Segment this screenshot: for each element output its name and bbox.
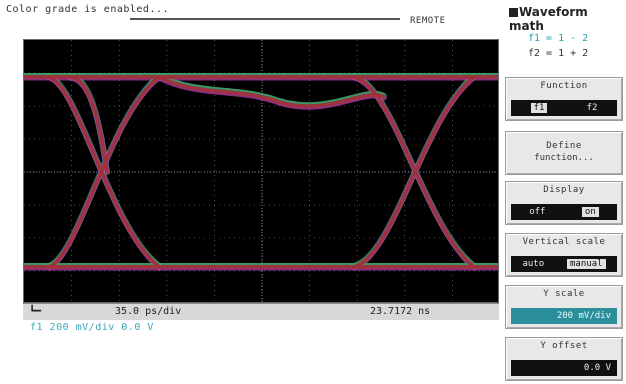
display-option-on[interactable]: on	[581, 207, 599, 217]
vertical-scale-option-manual[interactable]: manual	[567, 259, 606, 269]
eye-trace	[47, 75, 161, 269]
channel-readout: f1 200 mV/div 0.0 V	[30, 322, 154, 333]
y-offset-label: Y offset	[540, 341, 588, 351]
vertical-scale-options: auto manual	[511, 256, 617, 272]
display-options: off on	[511, 204, 617, 220]
define-label-line1: Define	[546, 141, 582, 151]
f1-definition: f1 = 1 - 2	[528, 33, 589, 44]
eye-trace	[47, 75, 161, 269]
display-option-off[interactable]: off	[529, 207, 546, 217]
y-scale-softkey[interactable]: Y scale 200 mV/div	[505, 285, 623, 329]
eye-trace	[352, 75, 476, 269]
y-offset-value[interactable]: 0.0 V	[511, 360, 617, 376]
status-divider	[130, 18, 400, 20]
status-message: Color grade is enabled...	[6, 4, 170, 15]
y-scale-value[interactable]: 200 mV/div	[511, 308, 617, 324]
vertical-scale-softkey[interactable]: Vertical scale auto manual	[505, 233, 623, 277]
display-softkey[interactable]: Display off on	[505, 181, 623, 225]
remote-indicator: REMOTE	[410, 16, 446, 26]
y-scale-label: Y scale	[543, 289, 585, 299]
eye-trace	[352, 75, 476, 269]
eye-diagram	[24, 40, 498, 302]
f2-definition: f2 = 1 + 2	[528, 48, 589, 59]
square-icon	[509, 8, 518, 17]
display-label: Display	[543, 185, 585, 195]
panel-title: Waveform math	[509, 5, 588, 33]
readout-bar: ┗━ 35.0 ps/div 23.7172 ns	[23, 303, 499, 320]
define-label-line2: function...	[534, 153, 594, 163]
time-position-readout: 23.7172 ns	[370, 306, 431, 317]
function-option-f2[interactable]: f2	[586, 103, 598, 113]
define-function-softkey[interactable]: Define function...	[505, 131, 623, 175]
vertical-scale-option-auto[interactable]: auto	[522, 259, 545, 269]
eye-trace	[158, 73, 385, 105]
function-option-f1[interactable]: f1	[530, 103, 548, 113]
timebase-readout: 35.0 ps/div	[115, 306, 182, 317]
function-softkey[interactable]: Function f1 f2	[505, 77, 623, 121]
eye-trace	[157, 75, 386, 109]
y-offset-softkey[interactable]: Y offset 0.0 V	[505, 337, 623, 381]
eye-trace	[156, 75, 387, 110]
function-options: f1 f2	[511, 100, 617, 116]
function-label: Function	[540, 81, 588, 91]
waveform-display[interactable]	[23, 39, 499, 303]
trigger-marker-icon: ┗━	[29, 306, 42, 317]
vertical-scale-label: Vertical scale	[522, 237, 606, 247]
